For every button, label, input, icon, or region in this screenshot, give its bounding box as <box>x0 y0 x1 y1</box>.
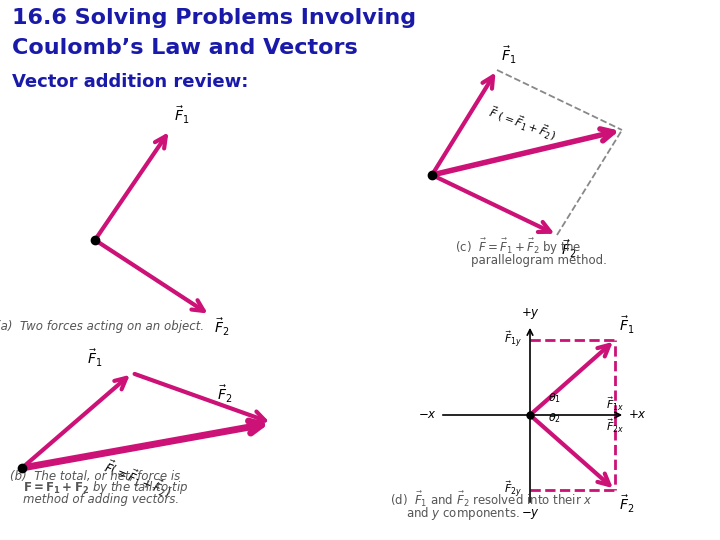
Text: (c)  $\vec{F} = \vec{F}_1 + \vec{F}_2$ by the: (c) $\vec{F} = \vec{F}_1 + \vec{F}_2$ by… <box>455 237 581 257</box>
Text: $+x$: $+x$ <box>628 408 647 422</box>
Text: Coulomb’s Law and Vectors: Coulomb’s Law and Vectors <box>12 38 358 58</box>
Text: $\vec{F}_1$: $\vec{F}_1$ <box>501 45 516 66</box>
Text: and $y$ components.: and $y$ components. <box>406 505 520 522</box>
Text: $\vec{F}_2$: $\vec{F}_2$ <box>619 494 634 515</box>
Text: parallelogram method.: parallelogram method. <box>471 254 607 267</box>
Text: $-y$: $-y$ <box>521 507 539 521</box>
Text: $\vec{F}_2$: $\vec{F}_2$ <box>561 239 576 260</box>
Text: $\vec{F}_{1x}$: $\vec{F}_{1x}$ <box>606 395 624 413</box>
Text: 16.6 Solving Problems Involving: 16.6 Solving Problems Involving <box>12 8 416 28</box>
Text: method of adding vectors.: method of adding vectors. <box>23 493 179 506</box>
Text: $\vec{F}$ $(=\vec{F}_1+\vec{F}_2)$: $\vec{F}$ $(=\vec{F}_1+\vec{F}_2)$ <box>486 104 558 144</box>
Text: $\vec{F}(=\vec{F}_1+\vec{F}_2)$: $\vec{F}(=\vec{F}_1+\vec{F}_2)$ <box>101 457 174 502</box>
Text: (d)  $\vec{F}_1$ and $\vec{F}_2$ resolved into their $x$: (d) $\vec{F}_1$ and $\vec{F}_2$ resolved… <box>390 490 593 509</box>
Text: $\theta_1$: $\theta_1$ <box>548 391 561 405</box>
Text: $\vec{F}_{2x}$: $\vec{F}_{2x}$ <box>606 417 624 435</box>
Text: $\vec{F}_1$: $\vec{F}_1$ <box>174 105 189 126</box>
Text: $\vec{F}_2$: $\vec{F}_2$ <box>217 384 233 405</box>
Text: (b)  The total, or net, force is: (b) The total, or net, force is <box>10 470 180 483</box>
Text: $\vec{F}_2$: $\vec{F}_2$ <box>214 317 230 338</box>
Text: $\vec{F}_1$: $\vec{F}_1$ <box>87 348 102 369</box>
Text: $-x$: $-x$ <box>418 408 437 422</box>
Text: $+y$: $+y$ <box>521 306 539 321</box>
Text: $\theta_2$: $\theta_2$ <box>548 411 561 425</box>
Text: $\mathbf{F = F_1 + F_2}$ by the tail-to-tip: $\mathbf{F = F_1 + F_2}$ by the tail-to-… <box>23 479 189 496</box>
Text: Vector addition review:: Vector addition review: <box>12 73 248 91</box>
Text: $\vec{F}_1$: $\vec{F}_1$ <box>619 315 634 336</box>
Text: $\vec{F}_{2y}$: $\vec{F}_{2y}$ <box>504 480 522 500</box>
Text: $\vec{F}_{1y}$: $\vec{F}_{1y}$ <box>504 330 522 350</box>
Text: (a)  Two forces acting on an object.: (a) Two forces acting on an object. <box>0 320 204 333</box>
